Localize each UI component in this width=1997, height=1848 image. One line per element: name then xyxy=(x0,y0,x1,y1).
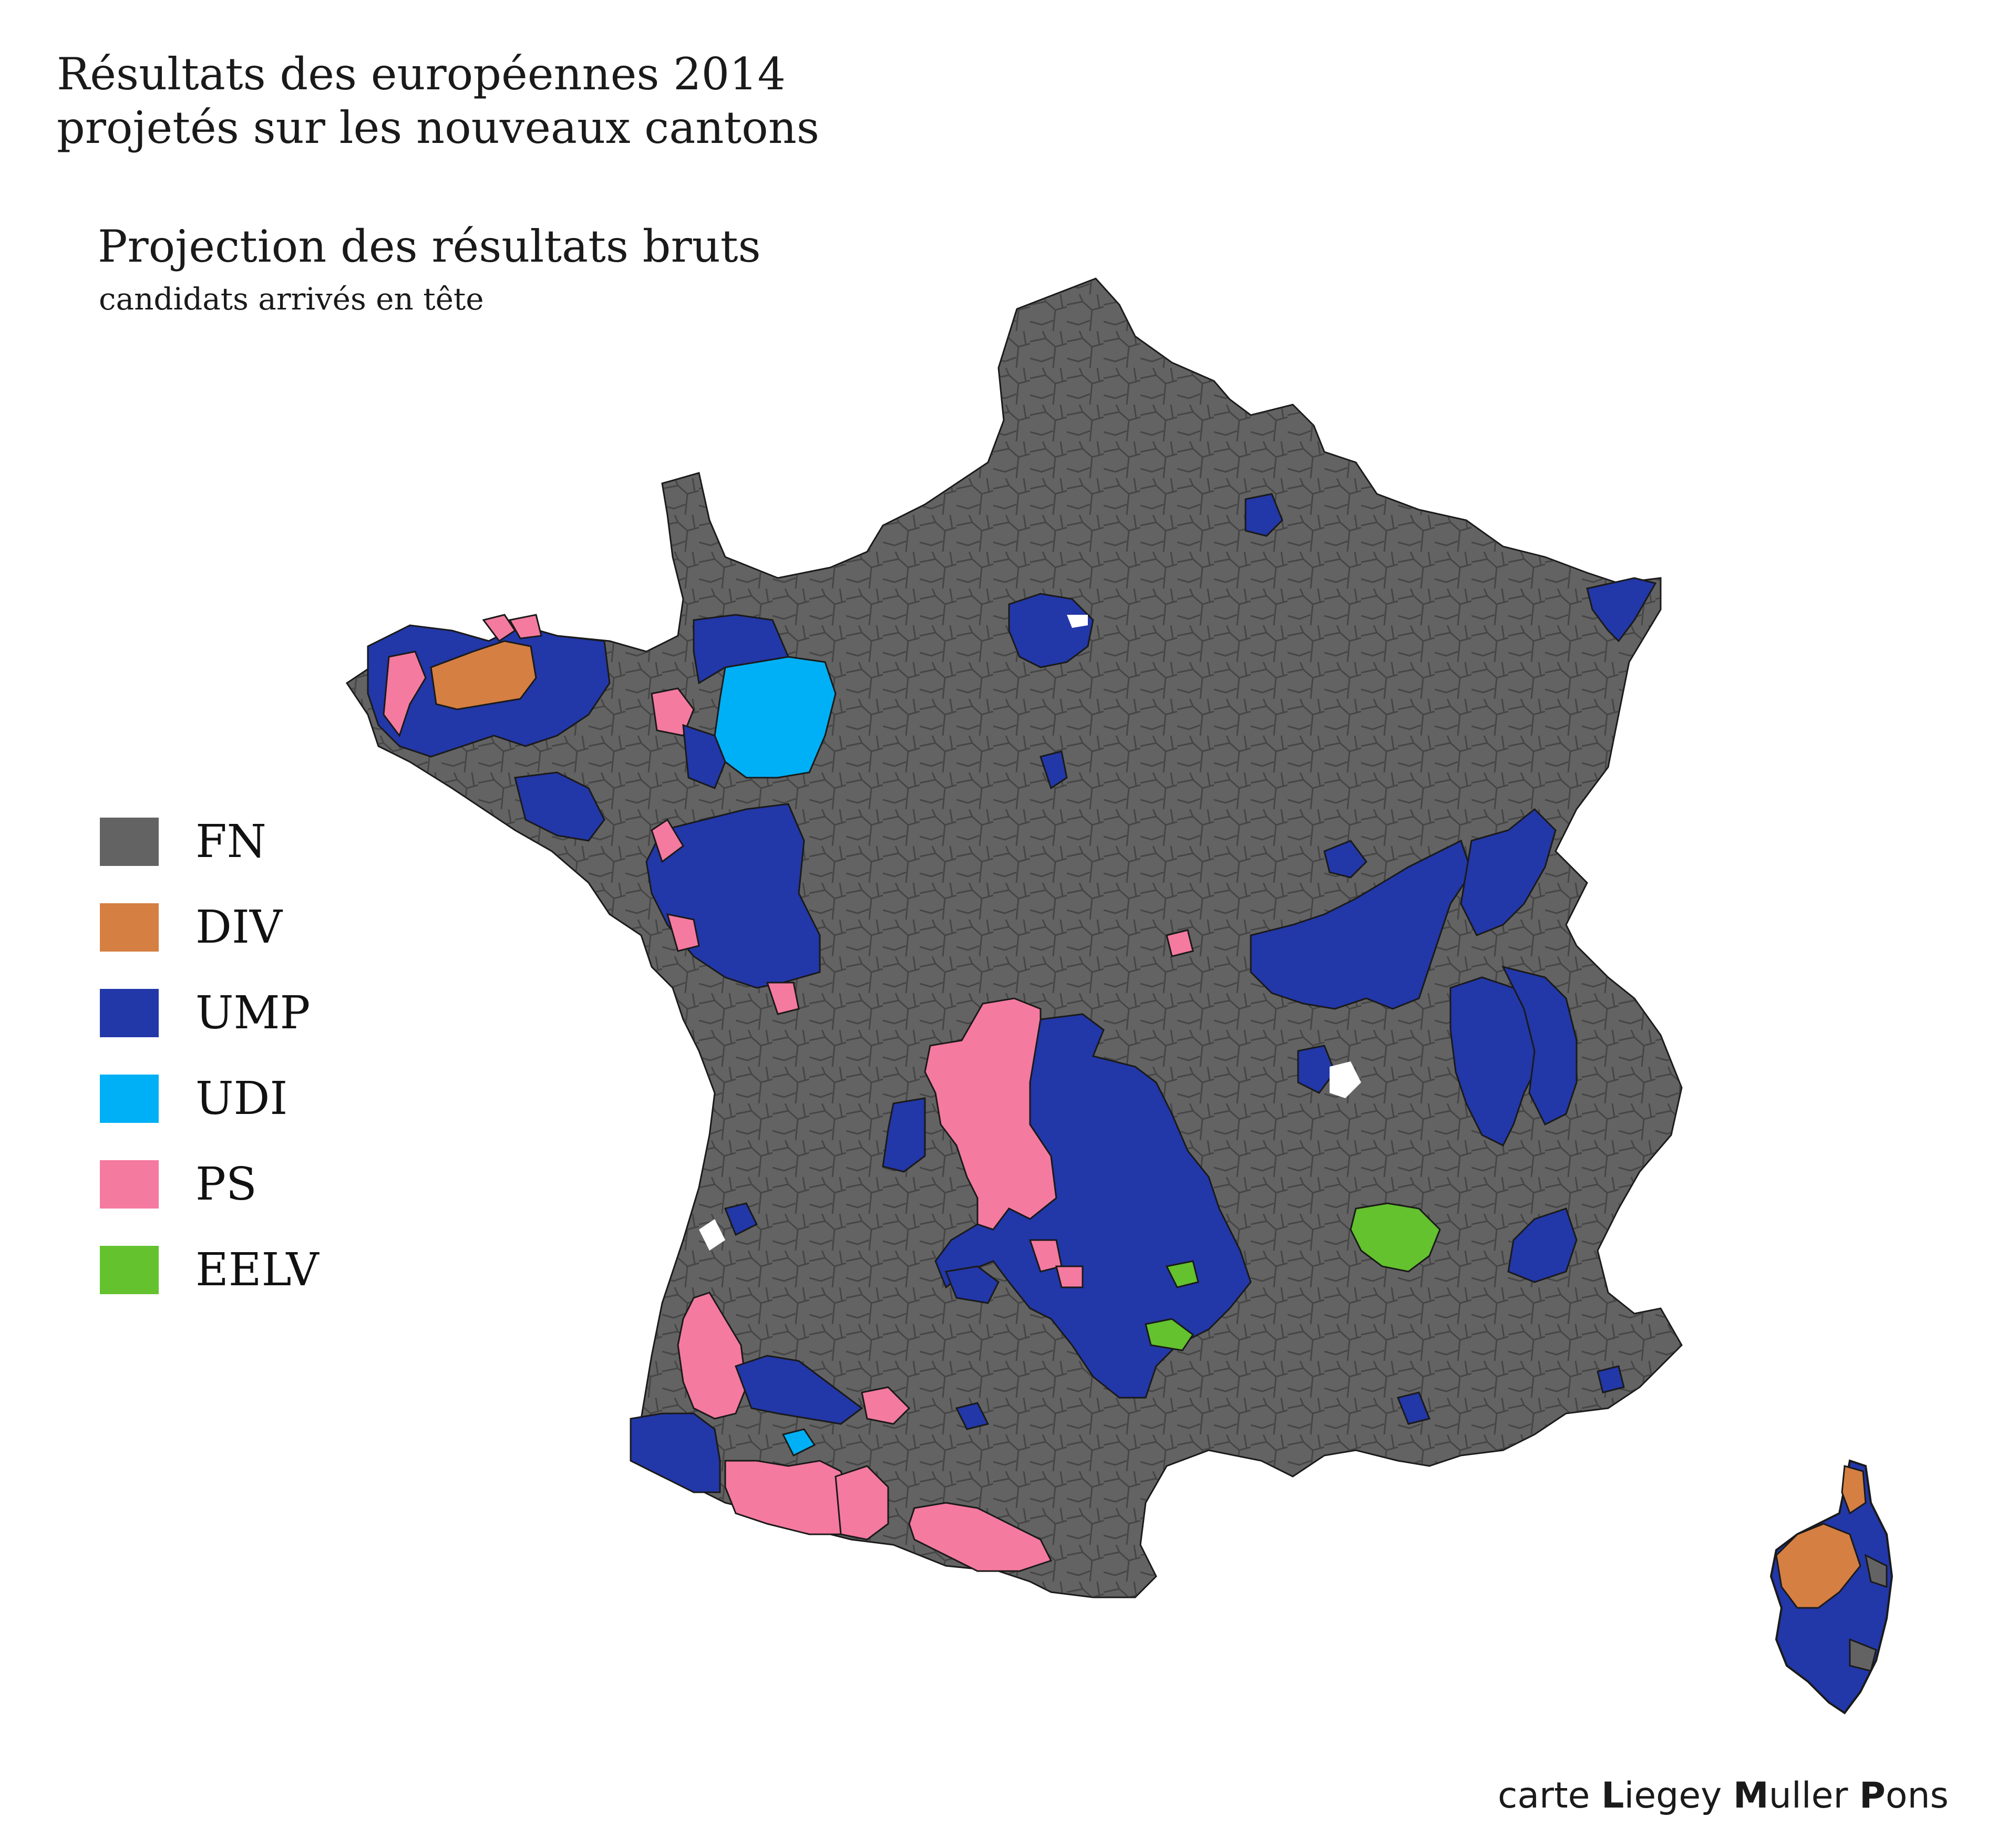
region-landes-ps xyxy=(677,1292,747,1420)
region-auvergne-ump xyxy=(934,1013,1252,1399)
region-bordeaux-ump xyxy=(724,1202,758,1236)
corsica-fn-south xyxy=(1849,1638,1877,1672)
region-franche-comte-ump xyxy=(1460,808,1557,936)
region-bigorre-ps xyxy=(835,1465,889,1541)
canton-borders xyxy=(347,278,1682,1597)
region-dordogne-ump xyxy=(944,1265,1000,1304)
region-lot-ump xyxy=(955,1402,990,1430)
region-north-ump xyxy=(1244,493,1283,537)
title-line-1: Résultats des européennes 2014 xyxy=(57,48,786,100)
legend-label-eelv: EELV xyxy=(195,1243,319,1296)
credit-prefix: carte xyxy=(1497,1775,1602,1816)
region-tarbes-udi xyxy=(781,1428,816,1457)
region-brittany-ps-3 xyxy=(508,614,542,639)
title-line-2: projetés sur les nouveaux cantons xyxy=(57,102,819,154)
credit-iegey: iegey xyxy=(1624,1775,1734,1816)
map-title: Résultats des européennes 2014 projetés … xyxy=(57,47,819,155)
region-aveyron-ps-2 xyxy=(1055,1265,1084,1288)
legend-swatch-ump xyxy=(100,988,159,1037)
region-coast-ump xyxy=(514,771,605,842)
map-subtitle: Projection des résultats bruts xyxy=(98,221,761,272)
region-normandy-ump xyxy=(693,614,790,685)
region-pays-basque-ump xyxy=(630,1412,721,1493)
region-rhone-alpes-ump xyxy=(1250,839,1473,1010)
region-paris-ump xyxy=(1008,593,1094,668)
region-bearn-ps xyxy=(724,1460,852,1535)
region-ille-ump xyxy=(682,724,726,789)
region-eelv-2 xyxy=(1145,1318,1195,1351)
region-ille-ps xyxy=(651,687,695,737)
region-center-ump xyxy=(1039,750,1068,790)
region-eelv-1 xyxy=(1165,1260,1199,1288)
legend-swatch-udi xyxy=(100,1074,159,1123)
region-vendee-ps xyxy=(666,913,700,952)
region-loire-ps xyxy=(651,818,684,863)
region-west-ump xyxy=(882,1097,926,1173)
credit-m: M xyxy=(1733,1775,1769,1816)
legend-item-eelv: EELV xyxy=(100,1227,319,1313)
region-alsace-ump xyxy=(1586,577,1657,643)
map-credit: carte Liegey Muller Pons xyxy=(1498,1775,1949,1816)
legend-swatch-eelv xyxy=(100,1245,159,1294)
legend-label-udi: UDI xyxy=(195,1072,288,1125)
legend-item-ps: PS xyxy=(100,1141,319,1227)
region-lyon-white xyxy=(1330,1061,1361,1098)
legend-swatch-fn xyxy=(100,817,159,866)
legend-item-ump: UMP xyxy=(100,970,319,1056)
legend-item-div: DIV xyxy=(100,884,319,970)
legend-item-udi: UDI xyxy=(100,1056,319,1141)
region-provence-ump xyxy=(1597,1365,1625,1393)
region-vendee-ps-2 xyxy=(766,982,800,1015)
legend-label-div: DIV xyxy=(195,901,283,954)
region-pyrenees-ps xyxy=(908,1502,1053,1572)
map-caption: candidats arrivés en tête xyxy=(99,281,484,317)
region-landes-ump xyxy=(735,1355,863,1425)
region-brittany-div xyxy=(430,640,537,710)
region-center-ps xyxy=(1166,929,1194,957)
legend-swatch-div xyxy=(100,903,159,952)
credit-uller: uller xyxy=(1768,1775,1860,1816)
region-languedoc-ump xyxy=(1396,1391,1431,1425)
legend-label-ump: UMP xyxy=(195,986,311,1039)
region-burgundy-ump xyxy=(1323,840,1367,879)
region-lyon-ump xyxy=(1297,1045,1336,1094)
credit-l: L xyxy=(1601,1775,1624,1816)
corsica-div-center xyxy=(1775,1523,1861,1609)
corsica-div-north xyxy=(1841,1465,1867,1515)
legend-label-fn: FN xyxy=(195,815,266,868)
region-gers-ps xyxy=(861,1386,911,1425)
corsica-fn xyxy=(1864,1554,1888,1588)
region-bordeaux-white xyxy=(699,1219,725,1251)
region-brittany-ps xyxy=(383,651,427,738)
credit-p: P xyxy=(1859,1775,1886,1816)
legend: FN DIV UMP UDI PS EELV xyxy=(100,799,319,1313)
region-alps-ump xyxy=(1501,965,1578,1126)
legend-item-fn: FN xyxy=(100,799,319,884)
region-hautes-alpes-ump xyxy=(1507,1207,1578,1283)
region-drome-eelv xyxy=(1350,1202,1441,1273)
legend-swatch-ps xyxy=(100,1160,159,1209)
credit-ons: ons xyxy=(1885,1775,1949,1816)
legend-label-ps: PS xyxy=(195,1158,257,1211)
region-paris-white xyxy=(1067,615,1088,628)
